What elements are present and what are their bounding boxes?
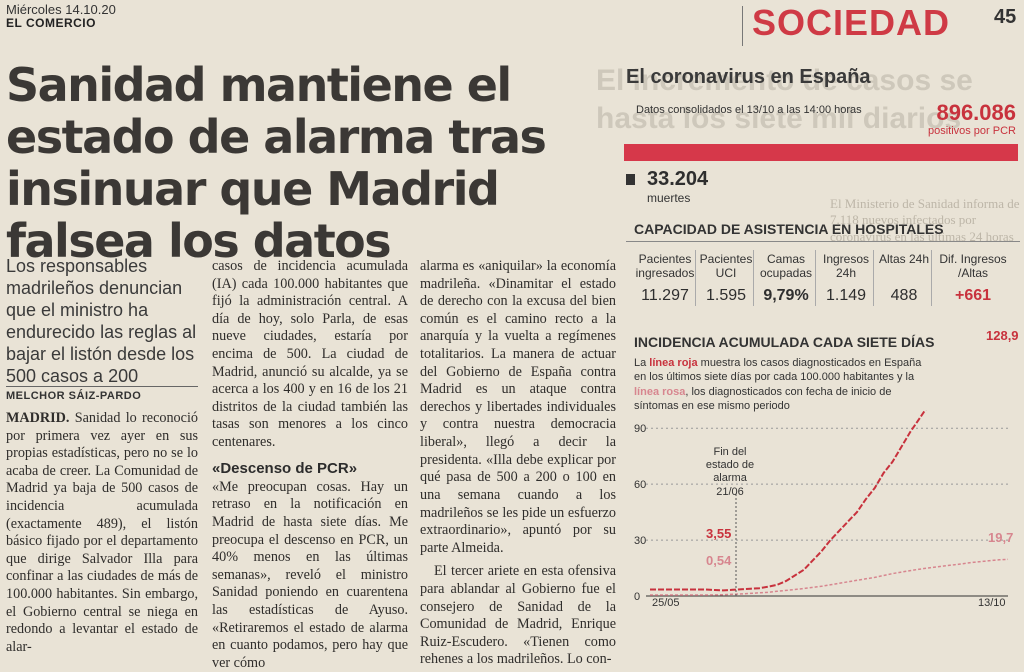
capacity-value: 1.149 — [825, 287, 867, 304]
column-2-text-a: casos de incidencia acumulada (IA) cada … — [212, 258, 408, 451]
pcr-positives-value: 896.086 — [936, 100, 1016, 125]
show-through-headline: El incremento de casos se hasta los siete… — [596, 64, 973, 135]
positives-bar — [624, 144, 1018, 161]
capacity-separator — [753, 250, 754, 306]
column-3-text-b: El tercer ariete en esta ofensiva para a… — [420, 563, 616, 668]
pcr-positives-label: positivos por PCR — [927, 125, 1016, 137]
y-tick-label: 60 — [634, 479, 646, 491]
capacity-separator — [873, 250, 874, 306]
dateline: MADRID. — [6, 410, 70, 426]
article-column-3: alarma es «aniquilar» la economía madril… — [420, 258, 616, 669]
inline-subhead: «Descenso de PCR» — [212, 459, 358, 477]
pink-line-key: línea rosa — [634, 385, 686, 398]
deaths-label: muertes — [647, 191, 691, 205]
page-number: 45 — [994, 6, 1017, 28]
deaths-value: 33.204 — [647, 168, 709, 190]
red-line-key: línea roja — [649, 357, 698, 369]
section-divider — [742, 6, 743, 46]
incidence-chart: 0 30 60 90 25/05 13/10 — [634, 410, 1009, 609]
column-2-text-b: «Me preocupan cosas. Hay un retraso en l… — [212, 478, 408, 671]
capacity-label: Pacientes UCI — [699, 252, 753, 281]
desc-post: , los diagnosticados con fecha de inicio… — [634, 385, 892, 412]
capacity-label: Pacientes ingresados — [635, 252, 695, 281]
column-3-text-a: alarma es «aniquilar» la economía madril… — [420, 258, 616, 556]
article-column-1: MADRID. Sanidad lo reconoció por primera… — [6, 410, 198, 657]
article-subheadline: Los responsables madrileños denuncian qu… — [6, 256, 197, 386]
edition-date: Miércoles 14.10.20 — [6, 2, 116, 17]
y-tick-label: 0 — [634, 591, 640, 603]
pink-start-label: 0,54 — [706, 553, 732, 568]
capacity-label: Ingresos 24h — [822, 252, 870, 281]
infographic-title: El coronavirus en España — [626, 66, 871, 88]
capacity-value: +661 — [954, 287, 992, 304]
consolidated-note: Datos consolidados el 13/10 a las 14:00 … — [636, 104, 862, 116]
capacity-value: 1.595 — [705, 287, 747, 304]
newspaper-name: EL COMERCIO — [6, 16, 96, 30]
capacity-separator — [695, 250, 696, 306]
x-tick-label: 13/10 — [978, 597, 1006, 609]
pink-end-label: 19,7 — [988, 530, 1014, 545]
capacity-separator — [815, 250, 816, 306]
capacity-label: Altas 24h — [878, 252, 930, 266]
column-1-text: Sanidad lo reconoció por primera vez aye… — [6, 410, 198, 655]
x-tick-label: 25/05 — [652, 597, 680, 609]
y-tick-label: 90 — [634, 423, 646, 435]
series-line — [650, 410, 927, 592]
desc-mid: muestra los casos diagnosticados en Espa… — [634, 357, 922, 384]
article-headline: Sanidad mantiene el estado de alarma tra… — [6, 58, 547, 268]
article-column-2: casos de incidencia acumulada (IA) cada … — [212, 258, 408, 672]
capacity-label: Dif. Ingresos /Altas — [939, 252, 1007, 281]
capacity-value: 11.297 — [641, 287, 689, 304]
capacity-label: Camas ocupadas — [759, 252, 813, 281]
section-title: SOCIEDAD — [752, 2, 951, 43]
show-through-text: El Ministerio de Sanidad informa de 7.11… — [830, 196, 1020, 244]
incidence-title: INCIDENCIA ACUMULADA CADA SIETE DÍAS — [634, 334, 935, 350]
deaths-marker — [626, 174, 635, 185]
capacity-value: 488 — [890, 287, 918, 304]
byline: MELCHOR SÁIZ-PARDO — [6, 386, 198, 402]
capacity-rule — [626, 241, 1020, 242]
capacity-value: 9,79% — [763, 287, 809, 304]
capacity-title: CAPACIDAD DE ASISTENCIA EN HOSPITALES — [634, 221, 944, 237]
capacity-separator — [931, 250, 932, 306]
red-start-label: 3,55 — [706, 526, 732, 541]
incidence-description: La línea roja muestra los casos diagnost… — [634, 356, 924, 413]
red-end-label: 128,9 — [986, 328, 1019, 343]
y-tick-label: 30 — [634, 535, 646, 547]
alarm-end-annotation: Fin del estado de alarma 21/06 — [705, 446, 755, 498]
desc-pre: La — [634, 357, 650, 369]
